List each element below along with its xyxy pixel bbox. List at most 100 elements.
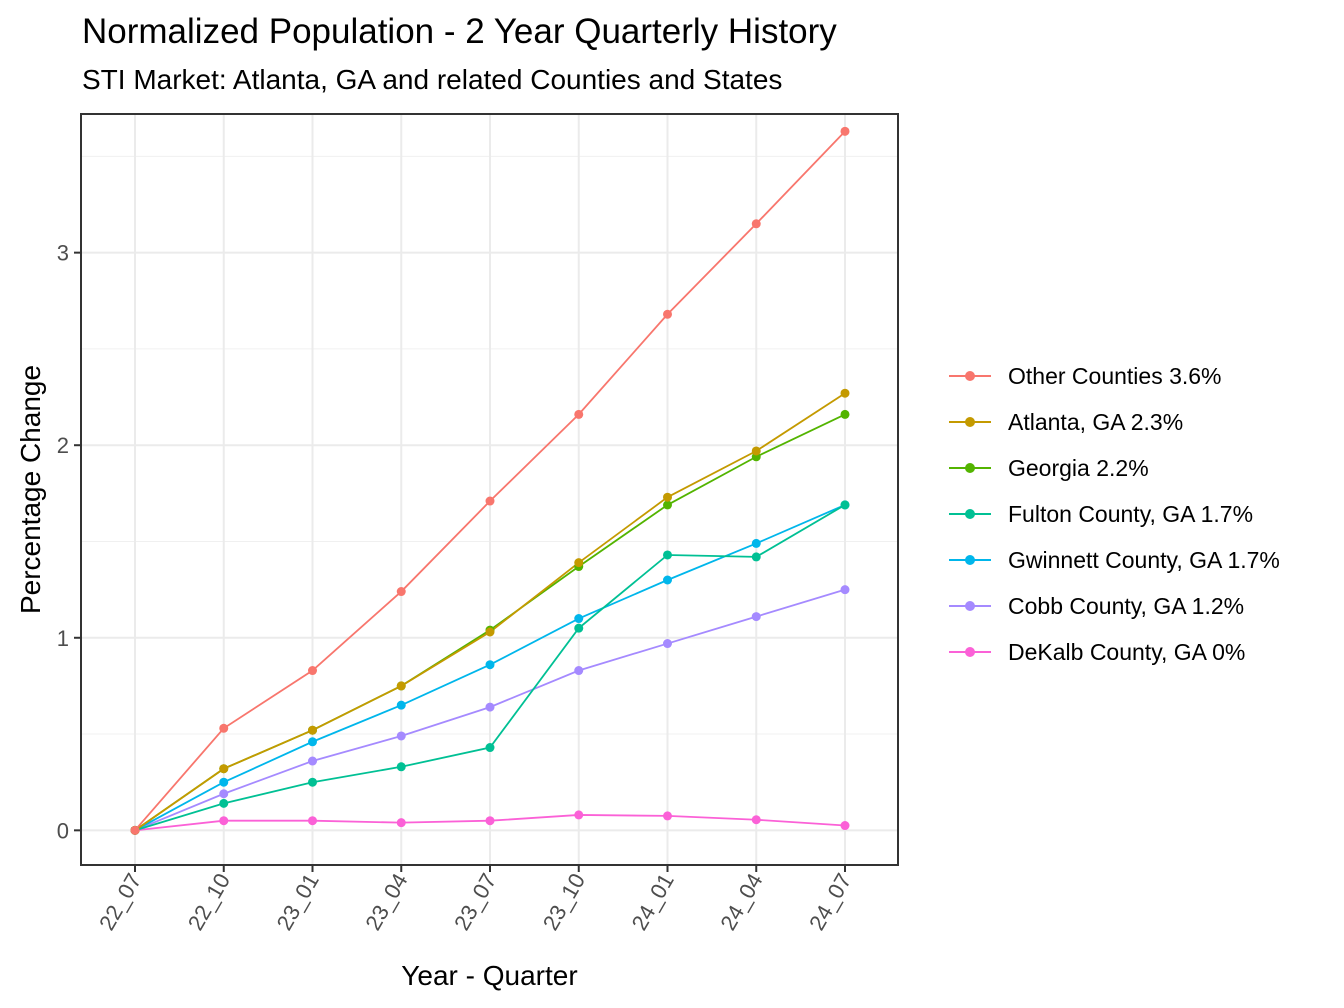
legend-item: DeKalb County, GA 0% (945, 629, 1280, 675)
legend-item: Cobb County, GA 1.2% (945, 583, 1280, 629)
legend-key (945, 399, 995, 445)
legend-key (945, 491, 995, 537)
y-axis: 0 1 2 3 (57, 241, 81, 843)
series-points (130, 126, 850, 835)
data-point (219, 764, 229, 774)
x-axis: 22_07 22_10 23_01 23_04 23_07 23_10 24_01 24_04… (94, 865, 856, 934)
data-point (574, 409, 584, 419)
data-point (751, 815, 761, 825)
x-tick-label: 24_07 (804, 869, 856, 934)
y-tick-label: 3 (57, 241, 69, 266)
legend-key (945, 583, 995, 629)
legend-item: Georgia 2.2% (945, 445, 1280, 491)
data-point (751, 219, 761, 229)
chart-title: Normalized Population - 2 Year Quarterly… (82, 12, 837, 51)
data-point (219, 723, 229, 733)
data-point (396, 700, 406, 710)
x-axis-label: Year - Quarter (401, 960, 577, 991)
data-point (663, 500, 672, 510)
data-point (396, 681, 406, 691)
x-tick-label: 24_04 (715, 869, 767, 934)
data-point (663, 811, 672, 821)
data-point (840, 388, 850, 398)
x-tick-label: 24_01 (627, 869, 679, 934)
data-point (485, 660, 495, 670)
legend-key-point (965, 555, 975, 565)
data-point (663, 575, 672, 585)
legend: Other Counties 3.6% Atlanta, GA 2.3% Georg… (945, 353, 1280, 675)
data-point (663, 550, 672, 560)
data-point (840, 500, 850, 510)
data-point (485, 743, 495, 753)
x-tick-label: 23_07 (449, 869, 501, 934)
legend-key (945, 445, 995, 491)
data-point (574, 614, 584, 624)
legend-item: Fulton County, GA 1.7% (945, 491, 1280, 537)
x-tick-label: 22_10 (183, 869, 235, 934)
data-point (751, 446, 761, 456)
data-point (574, 810, 584, 820)
data-point (574, 666, 584, 676)
data-point (219, 777, 229, 787)
grid-major (81, 114, 898, 865)
data-point (840, 126, 850, 136)
legend-label: Cobb County, GA 1.2% (1008, 592, 1245, 619)
y-tick-label: 0 (57, 818, 69, 843)
legend-key-point (965, 509, 975, 519)
data-point (840, 585, 850, 595)
x-tick-label: 23_04 (360, 869, 412, 934)
y-tick-label: 1 (57, 626, 69, 651)
data-point (396, 731, 406, 741)
legend-key-point (965, 371, 975, 381)
legend-key-point (965, 463, 975, 473)
data-point (751, 612, 761, 622)
data-point (840, 821, 850, 831)
legend-key (945, 537, 995, 583)
data-point (663, 309, 672, 319)
data-point (219, 789, 229, 799)
chart-subtitle: STI Market: Atlanta, GA and related Coun… (82, 64, 783, 95)
data-point (219, 816, 229, 826)
legend-label: Georgia 2.2% (1008, 454, 1149, 481)
data-point (308, 725, 317, 735)
data-point (308, 777, 317, 787)
legend-key-point (965, 601, 975, 611)
y-axis-label: Percentage Change (15, 365, 46, 614)
legend-label: DeKalb County, GA 0% (1008, 638, 1246, 665)
data-point (751, 552, 761, 562)
legend-label: Fulton County, GA 1.7% (1008, 500, 1254, 527)
data-point (396, 818, 406, 828)
x-tick-label: 23_01 (272, 869, 324, 934)
x-tick-label: 23_10 (538, 869, 590, 934)
data-point (663, 492, 672, 502)
legend-item: Atlanta, GA 2.3% (945, 399, 1280, 445)
data-point (485, 816, 495, 826)
data-point (396, 762, 406, 772)
data-point (751, 538, 761, 548)
data-point (130, 825, 140, 835)
x-tick-label: 22_07 (94, 869, 146, 934)
legend-item: Gwinnett County, GA 1.7% (945, 537, 1280, 583)
y-tick-label: 2 (57, 433, 69, 458)
data-point (219, 798, 229, 808)
legend-label: Gwinnett County, GA 1.7% (1008, 546, 1280, 573)
data-point (308, 756, 317, 766)
data-point (485, 702, 495, 712)
data-point (308, 737, 317, 747)
data-point (574, 558, 584, 568)
legend-key (945, 629, 995, 675)
data-point (840, 409, 850, 419)
legend-label: Atlanta, GA 2.3% (1008, 408, 1184, 435)
legend-label: Other Counties 3.6% (1008, 362, 1222, 389)
legend-item: Other Counties 3.6% (945, 353, 1280, 399)
legend-key-point (965, 647, 975, 657)
data-point (396, 587, 406, 597)
legend-key-point (965, 417, 975, 427)
data-point (485, 496, 495, 506)
legend-key (945, 353, 995, 399)
data-point (308, 816, 317, 826)
data-point (308, 666, 317, 676)
data-point (485, 627, 495, 637)
data-point (663, 639, 672, 649)
